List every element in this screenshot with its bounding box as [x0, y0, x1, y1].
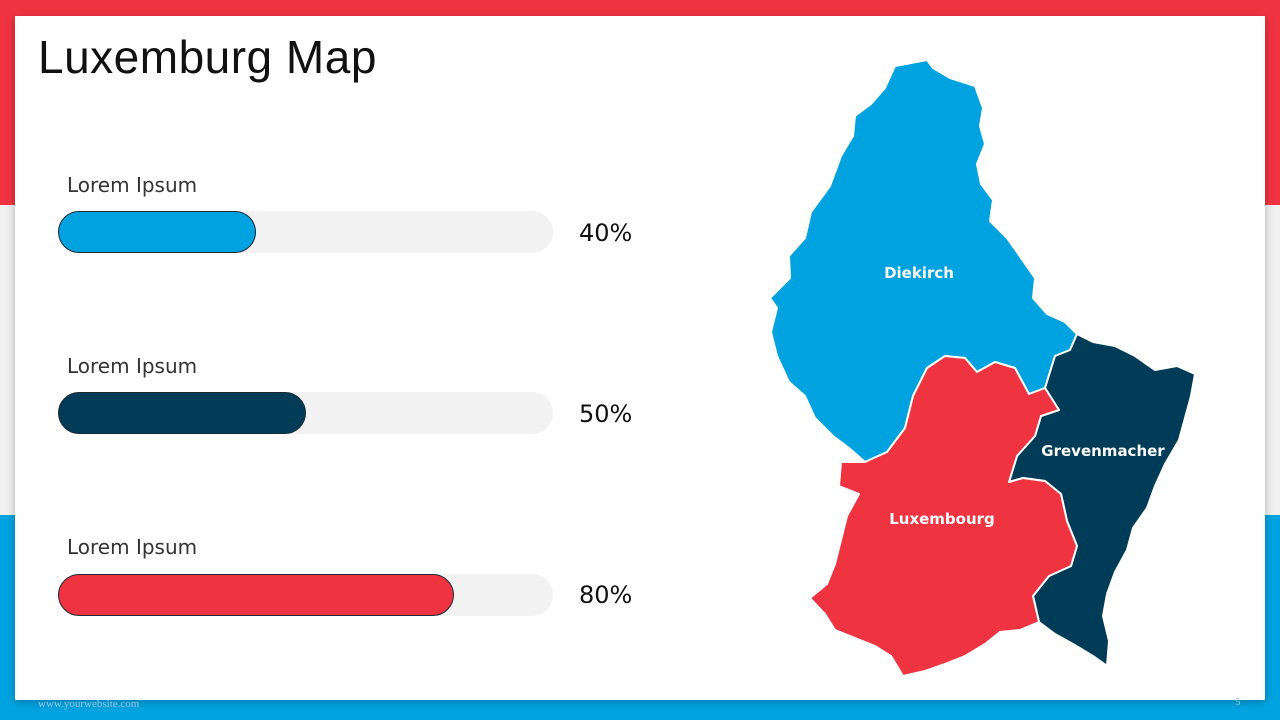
region-label-grevenmacher: Grevenmacher	[1041, 442, 1165, 460]
progress-fill-3	[58, 574, 454, 616]
region-label-luxembourg: Luxembourg	[889, 510, 995, 528]
progress-fill-1	[58, 211, 256, 253]
region-label-diekirch: Diekirch	[884, 264, 954, 282]
luxembourg-map: Diekirch Grevenmacher Luxembourg	[769, 59, 1196, 677]
footer-url: www.yourwebsite.com	[38, 698, 140, 710]
page-number: 5	[1235, 696, 1241, 708]
progress-percent-3: 80%	[579, 581, 633, 609]
progress-track-3	[58, 574, 553, 616]
bar-label-2: Lorem Ipsum	[67, 354, 198, 378]
bar-label-3: Lorem Ipsum	[67, 535, 198, 559]
region-luxembourg[interactable]	[809, 355, 1078, 677]
progress-percent-1: 40%	[579, 219, 633, 247]
progress-track-1	[58, 211, 553, 253]
progress-fill-2	[58, 392, 306, 434]
progress-percent-2: 50%	[579, 400, 633, 428]
slide-canvas: Luxemburg Map Lorem Ipsum 40% Lorem Ipsu…	[15, 16, 1265, 700]
bar-label-1: Lorem Ipsum	[67, 173, 198, 197]
page-title: Luxemburg Map	[38, 31, 377, 83]
progress-track-2	[58, 392, 553, 434]
